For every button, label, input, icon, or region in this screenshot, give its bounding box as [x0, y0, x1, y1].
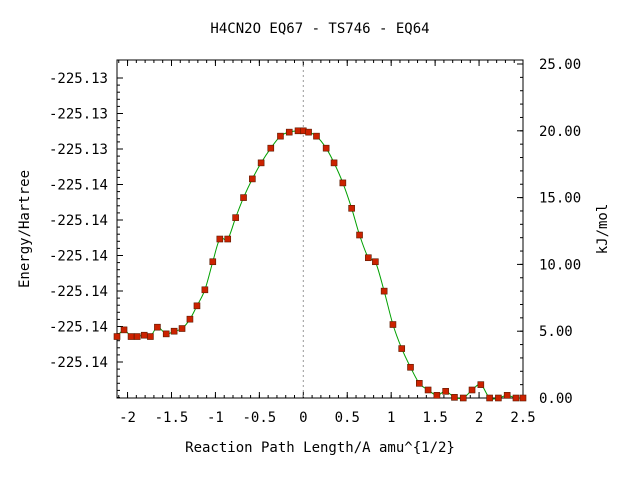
plot-frame — [116, 59, 524, 399]
x-tick-label: 2.5 — [510, 410, 535, 426]
data-point — [313, 132, 320, 140]
right-tick-label: 0.00 — [539, 391, 573, 407]
series-line — [116, 130, 524, 400]
data-point — [503, 392, 511, 399]
right-tick-label: 25.00 — [539, 57, 581, 73]
left-tick-label: -225.14 — [49, 355, 108, 371]
data-point — [442, 388, 449, 395]
data-point — [178, 325, 186, 332]
data-point — [267, 144, 275, 152]
data-point — [127, 333, 135, 340]
data-point — [240, 194, 247, 201]
data-point — [133, 333, 141, 340]
x-tick-label: 2 — [475, 410, 483, 426]
x-tick-label: 1 — [387, 410, 395, 426]
left-tick-label: -225.13 — [49, 142, 108, 158]
data-point — [257, 159, 265, 167]
data-point — [365, 254, 372, 262]
data-point — [120, 326, 128, 334]
data-point — [285, 128, 293, 136]
data-point — [356, 231, 363, 239]
x-tick-label: -1 — [207, 410, 224, 426]
data-point — [477, 381, 485, 388]
left-tick-label: -225.14 — [49, 284, 108, 300]
data-point — [372, 258, 379, 266]
data-point — [468, 386, 476, 394]
data-point — [512, 394, 520, 402]
data-point — [162, 330, 170, 338]
data-point — [232, 214, 239, 221]
y-axis-label-right: kJ/mol — [595, 204, 611, 255]
data-point — [416, 380, 423, 387]
right-tick-label: 10.00 — [539, 257, 581, 273]
data-point — [216, 235, 224, 243]
data-layer — [113, 60, 527, 402]
data-point — [407, 363, 414, 371]
data-point — [451, 394, 458, 401]
data-point — [339, 179, 347, 187]
data-point — [147, 333, 154, 340]
data-point — [519, 394, 527, 402]
x-tick-label: -0.5 — [243, 410, 277, 426]
data-point — [140, 331, 148, 339]
left-tick-label: -225.14 — [49, 249, 108, 265]
data-point — [201, 286, 209, 294]
data-point — [398, 345, 406, 352]
data-point — [486, 394, 493, 402]
right-tick-label: 20.00 — [539, 124, 581, 140]
data-point — [433, 392, 441, 399]
x-tick-label: -1.5 — [155, 410, 189, 426]
data-point — [322, 144, 330, 152]
data-point — [209, 258, 217, 266]
x-tick-label: -2 — [119, 410, 136, 426]
data-point — [249, 175, 256, 183]
data-point — [305, 128, 312, 136]
x-tick-label: 0.5 — [335, 410, 360, 426]
right-tick-label: 15.00 — [539, 191, 581, 207]
right-tick-label: 5.00 — [539, 324, 573, 340]
data-point — [186, 315, 194, 323]
data-point — [348, 204, 355, 212]
data-point — [330, 159, 338, 167]
data-point — [424, 386, 432, 394]
x-tick-label: 1.5 — [422, 410, 447, 426]
ticks-layer: -2 -1.5 -1 -0.5 0 0.5 1 1.5 2 2.50.00 5.00 10.00 15.… — [49, 57, 581, 426]
data-point — [389, 321, 397, 328]
data-point — [193, 302, 201, 310]
left-tick-label: -225.13 — [49, 71, 108, 87]
left-tick-label: -225.14 — [49, 178, 108, 194]
data-point — [277, 132, 284, 140]
data-point — [459, 394, 467, 402]
data-point — [170, 327, 178, 335]
left-tick-label: -225.13 — [49, 107, 108, 123]
x-axis-label: Reaction Path Length/A amu^{1/2} — [185, 440, 455, 456]
data-point — [154, 323, 161, 331]
y-axis-label-left: Energy/Hartree — [17, 170, 33, 288]
data-point — [380, 287, 388, 295]
left-tick-label: -225.14 — [49, 320, 108, 336]
chart-title: H4CN2O EQ67 - TS746 - EQ64 — [210, 21, 429, 37]
data-point — [113, 333, 121, 340]
left-tick-label: -225.14 — [49, 213, 108, 229]
x-tick-label: 0 — [299, 410, 307, 426]
data-point — [224, 235, 232, 243]
data-point — [495, 394, 502, 402]
